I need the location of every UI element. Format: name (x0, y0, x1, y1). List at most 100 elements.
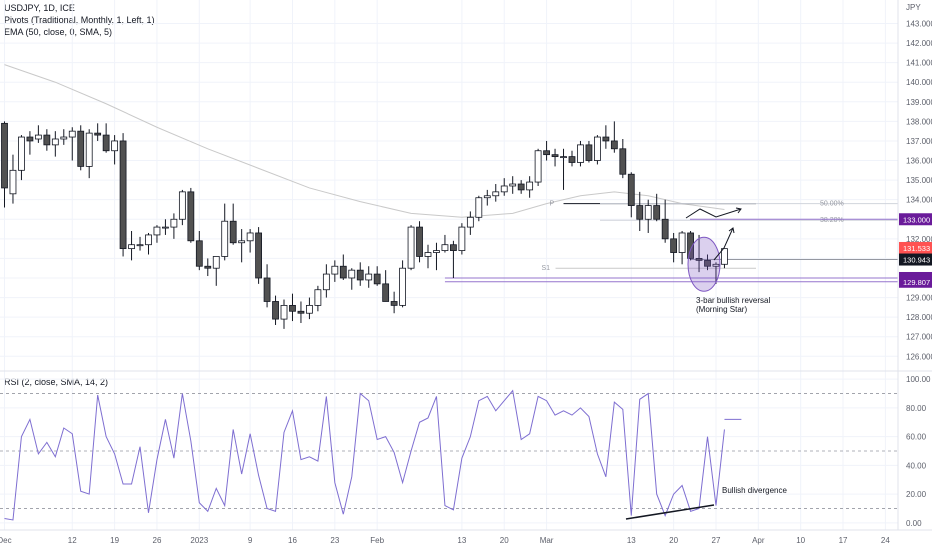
candle (51, 131, 59, 157)
candle (661, 199, 669, 243)
ema-label: EMA (50, close, 0, SMA, 5) (4, 27, 113, 37)
legend-rsi[interactable]: RSI (2, close, SMA, 14, 2) (4, 376, 108, 388)
candle (687, 231, 694, 261)
candle-body (619, 148, 627, 175)
candle (204, 258, 212, 277)
candle-body (483, 195, 491, 199)
annotation-layer: 3-bar bullish reversal(Morning Star) Bull… (625, 207, 787, 520)
candle (246, 229, 254, 253)
price-tag-label: 130.943 (903, 256, 930, 265)
time-tick-label: 2023 (190, 536, 208, 545)
candle-body (407, 226, 415, 269)
candle (543, 140, 550, 161)
pivots-label: Pivots (Traditional, Monthly, 1, Left, 1… (4, 15, 155, 25)
candle (678, 231, 686, 265)
candle (153, 225, 161, 243)
candle (280, 299, 288, 329)
candle-body (136, 244, 144, 247)
candle (170, 213, 178, 239)
candle-body (610, 140, 618, 150)
candle (704, 254, 711, 271)
time-tick-label: Feb (370, 536, 384, 545)
candle-body (212, 256, 220, 269)
candle (382, 270, 390, 302)
symbol-label[interactable]: USDJPY, 1D, ICE (4, 3, 75, 13)
price-tag: 129.807 (899, 275, 932, 288)
ema-layer (4, 64, 725, 218)
candle-body (322, 273, 330, 291)
price-tick-label: 142.000 (906, 39, 932, 48)
time-tick-label: 27 (712, 536, 721, 545)
candle (373, 266, 381, 286)
price-tick-label: 129.000 (906, 294, 932, 303)
price-tag-box (899, 241, 932, 254)
time-tick-label: Mar (540, 536, 554, 545)
price-tick-label: 128.000 (906, 313, 932, 322)
projection-arrow-upper (685, 208, 742, 219)
candle-body (627, 173, 635, 206)
divergence-annotation: Bullish divergence (722, 486, 787, 495)
candle-body (263, 277, 271, 302)
candle (441, 234, 449, 253)
candle (331, 260, 339, 282)
candle (314, 285, 322, 312)
candle (68, 127, 76, 161)
price-tick-label: 132.000 (906, 235, 932, 244)
candle (500, 178, 508, 196)
time-tick-label: 23 (330, 536, 339, 545)
candle-body (246, 232, 254, 242)
candle-body (356, 269, 364, 281)
candle (636, 191, 644, 232)
candle (695, 234, 703, 273)
pivot-s1-label: S1 (542, 265, 551, 272)
candle-body (255, 232, 263, 279)
candle-body (51, 138, 59, 146)
time-tick-label: 24 (881, 536, 890, 545)
time-tick-label: 9 (248, 536, 253, 545)
grid-layer (0, 0, 898, 530)
candle-body (145, 234, 152, 246)
candle-body (339, 265, 347, 279)
legend-pivots[interactable]: Pivots (Traditional, Monthly, 1, Left, 1… (4, 14, 155, 26)
time-tick-label: Apr (752, 536, 765, 545)
time-tick-label: 20 (669, 536, 678, 545)
candle-body (94, 132, 102, 136)
rsi-tick-label: 80.00 (906, 404, 927, 413)
price-tick-label: 137.000 (906, 137, 932, 146)
candle-body (128, 244, 135, 250)
candle-layer (1, 121, 728, 329)
candle-body (221, 220, 229, 257)
candle (145, 232, 152, 255)
time-tick-label: 10 (796, 536, 805, 545)
candle (416, 221, 423, 263)
candle (272, 295, 279, 325)
fib-50-label: 50.00% (820, 201, 844, 208)
price-tag-box (899, 275, 932, 288)
time-tick-label: 13 (627, 536, 636, 545)
price-tick-label: 143.000 (906, 19, 932, 28)
candle-body (602, 136, 610, 142)
currency-label: JPY (906, 3, 921, 12)
time-tick-label: 12 (68, 536, 77, 545)
pivot-p-label: P (550, 201, 555, 208)
candle-body (661, 218, 669, 240)
candle (229, 203, 237, 245)
candle (390, 291, 398, 314)
candle (526, 176, 534, 198)
candle (9, 154, 17, 204)
candle (255, 227, 263, 284)
candle (136, 236, 144, 251)
candle (77, 125, 85, 171)
candle (670, 232, 678, 263)
candle-body (60, 136, 68, 140)
legend-ema[interactable]: EMA (50, close, 0, SMA, 5) (4, 26, 112, 38)
rsi-tick-label: 40.00 (906, 461, 927, 470)
price-tick-label: 135.000 (906, 176, 932, 185)
candle (18, 135, 25, 181)
candle (263, 264, 271, 308)
time-tick-label: 13 (457, 536, 466, 545)
price-tick-label: 134.000 (906, 196, 932, 205)
candle-body (441, 244, 449, 251)
